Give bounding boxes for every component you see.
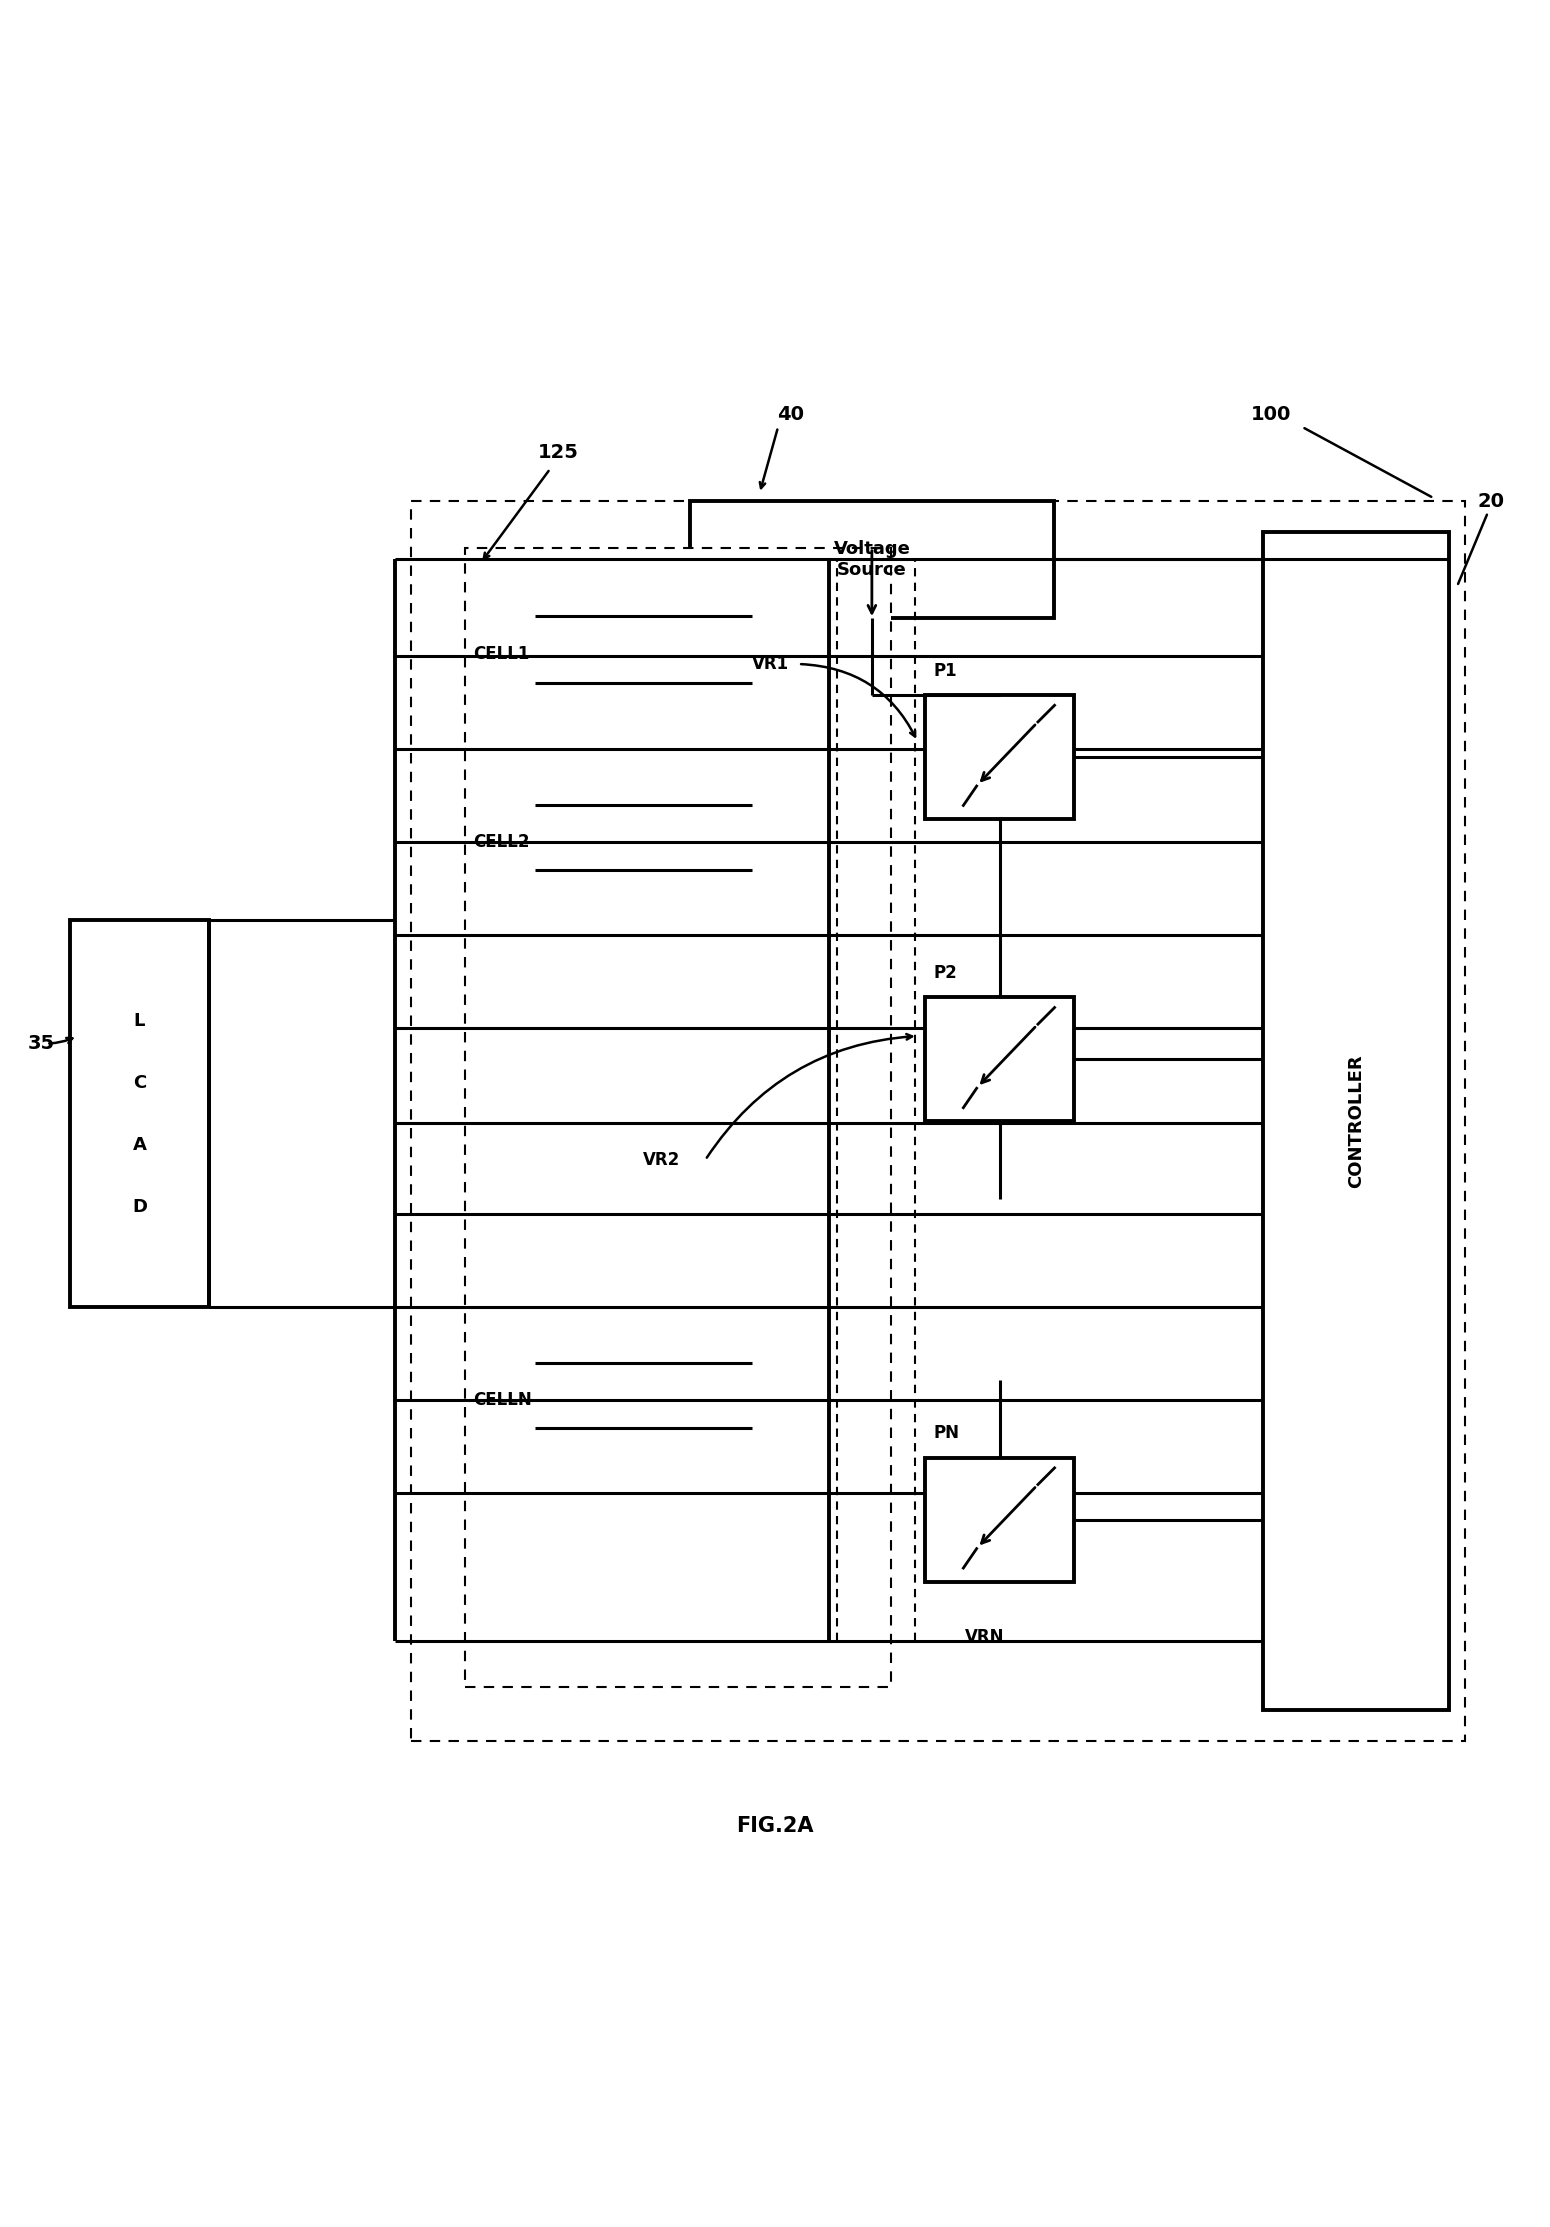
Text: 100: 100	[1251, 405, 1291, 423]
Bar	[1263, 532, 1449, 1710]
Text: VR1: VR1	[752, 655, 789, 673]
Text: 125: 125	[538, 443, 578, 463]
Text: 40: 40	[777, 405, 804, 423]
Text: CELL1: CELL1	[473, 646, 529, 664]
Bar	[70, 920, 209, 1307]
Bar	[465, 548, 891, 1688]
Text: C: C	[133, 1073, 146, 1091]
Text: L: L	[133, 1011, 146, 1029]
Bar	[925, 1459, 1074, 1581]
Text: VR2: VR2	[643, 1151, 680, 1169]
Text: FIG.2A: FIG.2A	[736, 1817, 814, 1837]
Text: P2: P2	[933, 964, 956, 982]
Text: CONTROLLER: CONTROLLER	[1347, 1053, 1366, 1187]
Text: D: D	[132, 1198, 147, 1216]
Text: PN: PN	[933, 1423, 959, 1443]
Text: P1: P1	[933, 661, 956, 679]
Text: CELL2: CELL2	[473, 833, 529, 851]
Bar	[411, 501, 1465, 1742]
Bar	[925, 998, 1074, 1120]
Text: A: A	[133, 1136, 146, 1154]
Bar	[925, 695, 1074, 820]
Text: CELLN: CELLN	[473, 1392, 532, 1410]
Text: Voltage
Source: Voltage Source	[834, 539, 910, 579]
Text: 20: 20	[1477, 492, 1504, 510]
Text: VRN: VRN	[964, 1628, 1004, 1646]
Bar	[690, 501, 1054, 617]
Text: 35: 35	[28, 1033, 56, 1053]
